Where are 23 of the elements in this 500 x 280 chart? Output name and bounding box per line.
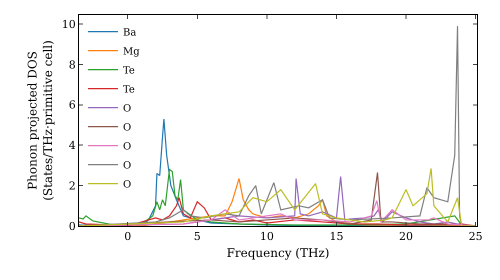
y-axis-title: Phonon projected DOS (States/THz·primitive cell) — [26, 40, 56, 201]
x-tick-label: 0 — [124, 230, 132, 244]
legend-label: O — [122, 160, 132, 172]
x-tick-label: 5 — [194, 230, 201, 244]
legend-label: O — [122, 142, 132, 153]
x-tick-label: 15 — [329, 230, 344, 244]
x-tick-label: 20 — [399, 230, 414, 244]
y-tick-label: 8 — [68, 58, 76, 72]
x-axis-title: Frequency (THz) — [226, 246, 330, 260]
y-tick-label: 10 — [62, 18, 76, 31]
y-tick-label: 4 — [68, 139, 76, 152]
legend-label: O — [122, 122, 132, 134]
y-tick-label: 0 — [68, 220, 76, 233]
legend-label: O — [122, 104, 132, 115]
x-tick-label: 25 — [468, 230, 483, 244]
legend-label: O — [122, 180, 132, 191]
legend-label: Te — [122, 66, 135, 77]
y-tick-label: 2 — [68, 179, 76, 192]
x-tick-label: 10 — [260, 230, 274, 244]
y-tick-label: 6 — [68, 98, 76, 112]
legend-label: Mg — [122, 46, 140, 58]
legend-label: Te — [122, 84, 135, 96]
legend-label: Ba — [122, 28, 136, 39]
